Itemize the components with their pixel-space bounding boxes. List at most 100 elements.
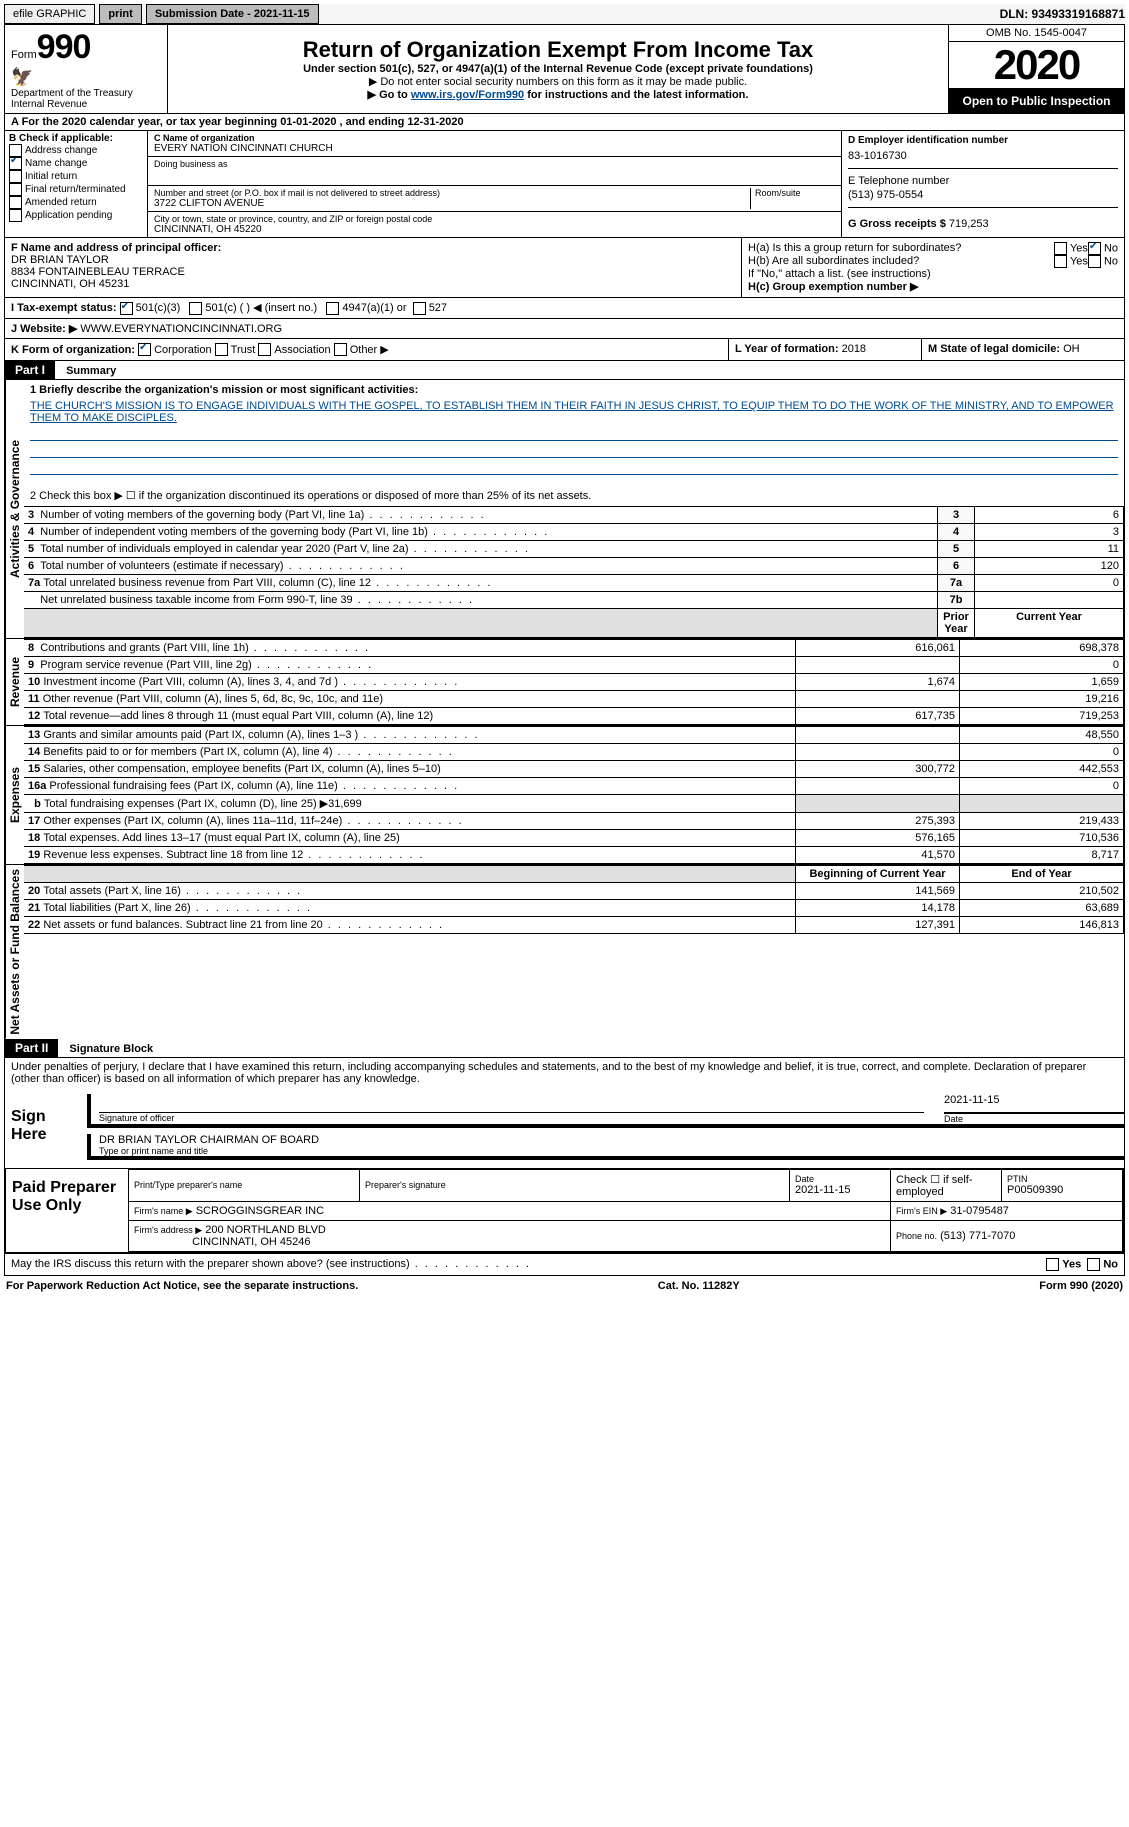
- lt: Contributions and grants (Part VIII, lin…: [40, 642, 370, 654]
- ptin-label: PTIN: [1007, 1174, 1117, 1184]
- lp: 300,772: [796, 761, 960, 778]
- k-opt-2[interactable]: Association: [258, 344, 330, 356]
- netassets-block: Net Assets or Fund Balances Beginning of…: [5, 865, 1124, 1039]
- sign-block: Sign Here Signature of officer 2021-11-1…: [5, 1088, 1124, 1164]
- table-row: Firm's address ▶ 200 NORTHLAND BLVD CINC…: [129, 1220, 1123, 1251]
- sign-right: Signature of officer 2021-11-15Date DR B…: [87, 1088, 1124, 1164]
- table-row: Firm's name ▶ SCROGGINSGREAR INC Firm's …: [129, 1201, 1123, 1220]
- c-name-label: C Name of organization: [154, 133, 835, 143]
- i-opt-0[interactable]: 501(c)(3): [120, 302, 181, 314]
- lc: 210,502: [960, 883, 1124, 900]
- k-opt-3[interactable]: Other ▶: [334, 344, 389, 356]
- section-k: K Form of organization: Corporation Trus…: [5, 339, 729, 361]
- prep-date-label: Date: [795, 1174, 885, 1184]
- section-m: M State of legal domicile: OH: [922, 339, 1124, 361]
- lc: 219,433: [960, 813, 1124, 830]
- hb-no-lbl: No: [1104, 255, 1118, 267]
- top-bar: efile GRAPHIC print Submission Date - 20…: [4, 4, 1125, 24]
- ln: 12: [28, 710, 40, 722]
- addr-label: Number and street (or P.O. box if mail i…: [154, 188, 750, 198]
- revenue-sidebar: Revenue: [5, 639, 24, 725]
- may-discuss-row: May the IRS discuss this return with the…: [5, 1253, 1124, 1275]
- lp: [796, 691, 960, 708]
- i-opt-3[interactable]: 527: [413, 302, 447, 314]
- form-label: Form: [11, 49, 37, 61]
- lt: Revenue less expenses. Subtract line 18 …: [43, 849, 424, 861]
- self-emp-label[interactable]: Check ☐ if self-employed: [891, 1169, 1002, 1201]
- lv: 0: [975, 575, 1124, 592]
- sign-date-label: Date: [944, 1114, 1124, 1124]
- table-row: 10 Investment income (Part VIII, column …: [24, 674, 1124, 691]
- lc: 48,550: [960, 727, 1124, 744]
- b-opt-5[interactable]: Application pending: [9, 209, 143, 222]
- officer-city: CINCINNATI, OH 45231: [11, 278, 735, 290]
- lc: 8,717: [960, 847, 1124, 864]
- officer-name-printed: DR BRIAN TAYLOR CHAIRMAN OF BOARD: [99, 1134, 1124, 1146]
- k-opt-0-lbl: Corporation: [154, 344, 211, 356]
- city-label: City or town, state or province, country…: [154, 214, 835, 224]
- j-label: J Website: ▶: [11, 323, 77, 335]
- firm-phone: (513) 771-7070: [940, 1230, 1015, 1242]
- lt: Grants and similar amounts paid (Part IX…: [43, 729, 479, 741]
- k-opt-0[interactable]: Corporation: [138, 344, 211, 356]
- expenses-table: 13 Grants and similar amounts paid (Part…: [24, 726, 1124, 864]
- header-left: Form990 🦅 Department of the Treasury Int…: [5, 25, 168, 113]
- ha-yes-lbl: Yes: [1070, 242, 1088, 254]
- ha-yes[interactable]: Yes: [1054, 242, 1088, 255]
- i-opt-1-lbl: 501(c) ( ) ◀ (insert no.): [205, 302, 317, 314]
- lc: 710,536: [960, 830, 1124, 847]
- hb-no[interactable]: No: [1088, 255, 1118, 268]
- may-no[interactable]: No: [1087, 1258, 1118, 1271]
- table-row: 3 Number of voting members of the govern…: [24, 507, 1124, 524]
- part2-badge: Part II: [5, 1039, 58, 1057]
- lp: [796, 657, 960, 674]
- lt: Total unrelated business revenue from Pa…: [43, 577, 492, 589]
- ha-no[interactable]: No: [1088, 242, 1118, 255]
- note-ssn: ▶ Do not enter social security numbers o…: [174, 75, 942, 88]
- lb: 5: [938, 541, 975, 558]
- lt: Other expenses (Part IX, column (A), lin…: [43, 815, 463, 827]
- lt: Net unrelated business taxable income fr…: [40, 594, 474, 606]
- section-c: C Name of organizationEVERY NATION CINCI…: [148, 131, 841, 237]
- b-opt-3[interactable]: Final return/terminated: [9, 183, 143, 196]
- part1-title: Summary: [58, 365, 116, 377]
- firm-addr1: 200 NORTHLAND BLVD: [205, 1224, 326, 1236]
- table-row: 17 Other expenses (Part IX, column (A), …: [24, 813, 1124, 830]
- end-hdr: End of Year: [960, 866, 1124, 883]
- i-opt-0-lbl: 501(c)(3): [136, 302, 181, 314]
- i-label: I Tax-exempt status:: [11, 302, 117, 314]
- irs-link[interactable]: www.irs.gov/Form990: [411, 89, 524, 101]
- submission-date: Submission Date - 2021-11-15: [146, 4, 319, 24]
- paid-label: Paid Preparer Use Only: [6, 1169, 128, 1252]
- lp: 617,735: [796, 708, 960, 725]
- k-opt-1[interactable]: Trust: [215, 344, 256, 356]
- k-label: K Form of organization:: [11, 344, 135, 356]
- b-opt-3-label: Final return/terminated: [25, 184, 126, 195]
- lc: 0: [960, 744, 1124, 761]
- lb: 7a: [938, 575, 975, 592]
- table-row: 6 Total number of volunteers (estimate i…: [24, 558, 1124, 575]
- signature-line[interactable]: [99, 1094, 924, 1113]
- lt: Total number of individuals employed in …: [40, 543, 530, 555]
- b-opt-1[interactable]: Name change: [9, 157, 143, 170]
- netassets-sidebar: Net Assets or Fund Balances: [5, 865, 24, 1039]
- lp: 141,569: [796, 883, 960, 900]
- b-opt-4[interactable]: Amended return: [9, 196, 143, 209]
- hb-yes[interactable]: Yes: [1054, 255, 1088, 268]
- print-button[interactable]: print: [99, 4, 141, 24]
- ln: 7a: [28, 577, 40, 589]
- mission-line: [30, 462, 1118, 475]
- table-row: 9 Program service revenue (Part VIII, li…: [24, 657, 1124, 674]
- lt: Total liabilities (Part X, line 26): [43, 902, 312, 914]
- ln: 13: [28, 729, 40, 741]
- state-domicile: OH: [1063, 343, 1080, 355]
- lp: 576,165: [796, 830, 960, 847]
- i-opt-2[interactable]: 4947(a)(1) or: [326, 302, 406, 314]
- ln: 15: [28, 763, 40, 775]
- may-yes[interactable]: Yes: [1046, 1258, 1081, 1271]
- lt: Investment income (Part VIII, column (A)…: [43, 676, 459, 688]
- i-opt-1[interactable]: 501(c) ( ) ◀ (insert no.): [189, 302, 317, 314]
- lv: 6: [975, 507, 1124, 524]
- b-opt-0[interactable]: Address change: [9, 144, 143, 157]
- b-opt-2[interactable]: Initial return: [9, 170, 143, 183]
